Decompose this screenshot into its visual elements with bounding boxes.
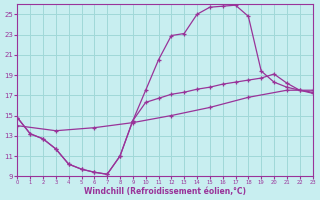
- X-axis label: Windchill (Refroidissement éolien,°C): Windchill (Refroidissement éolien,°C): [84, 187, 246, 196]
